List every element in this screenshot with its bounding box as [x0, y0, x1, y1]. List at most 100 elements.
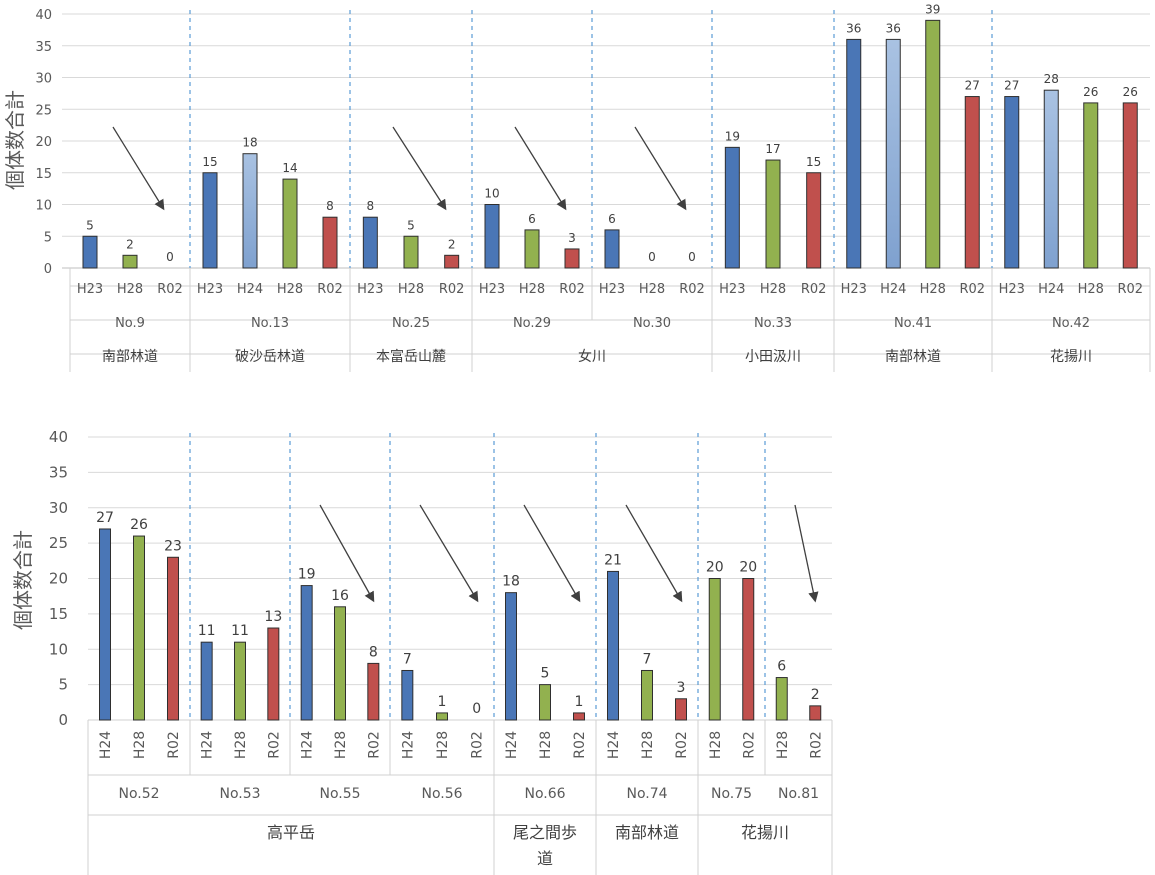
trend-arrow: [419, 504, 479, 603]
data-label: 23: [164, 538, 182, 554]
data-label: 36: [886, 21, 901, 35]
bar: [607, 570, 619, 721]
data-label: 2: [811, 687, 820, 703]
area-label: 南部林道: [615, 823, 679, 842]
x-category-label: H24: [400, 731, 416, 759]
data-label: 18: [242, 136, 257, 150]
x-category-label: R02: [559, 282, 585, 297]
y-tick-label: 20: [49, 570, 68, 588]
y-tick-label: 40: [35, 8, 52, 23]
x-category-label: H23: [77, 282, 103, 297]
bar: [742, 578, 755, 721]
x-category-label: R02: [674, 731, 690, 759]
bar: [300, 585, 313, 721]
site-label: No.56: [421, 786, 462, 802]
bar: [925, 19, 941, 269]
bar: [133, 535, 145, 721]
area-label: 小田汲川: [745, 349, 801, 365]
bar: [484, 204, 500, 269]
x-category-label: H23: [357, 282, 383, 297]
data-label: 13: [264, 609, 282, 625]
data-label: 36: [846, 21, 861, 35]
area-label: 女川: [578, 348, 606, 365]
x-category-label: R02: [801, 282, 827, 297]
x-category-label: H28: [760, 282, 786, 297]
y-tick-label: 30: [35, 72, 52, 87]
data-label: 6: [608, 212, 616, 226]
data-label: 1: [438, 694, 447, 710]
data-label: 39: [925, 2, 940, 16]
bar: [202, 172, 218, 269]
bar: [524, 229, 540, 269]
trend-arrow: [625, 504, 683, 603]
data-label: 2: [126, 237, 134, 251]
bar: [267, 627, 280, 721]
x-category-label: H24: [606, 731, 622, 759]
y-tick-label: 0: [44, 262, 52, 277]
trend-arrow: [392, 126, 447, 211]
y-tick-label: 35: [49, 463, 68, 481]
x-category-label: H24: [1038, 282, 1064, 297]
bar: [964, 96, 980, 269]
bar: [401, 669, 414, 721]
data-label: 20: [739, 560, 757, 576]
x-category-label: R02: [679, 282, 705, 297]
bar: [604, 229, 620, 269]
x-category-label: H23: [841, 282, 867, 297]
bar: [1083, 102, 1099, 269]
data-label: 5: [541, 666, 550, 682]
bar: [167, 556, 179, 721]
bar: [724, 146, 740, 269]
trend-arrow: [523, 504, 581, 603]
x-category-label: H28: [277, 282, 303, 297]
x-category-label: R02: [157, 282, 183, 297]
x-category-label: H24: [200, 731, 216, 759]
data-label: 3: [677, 680, 686, 696]
bar: [200, 641, 213, 721]
y-tick-label: 5: [44, 230, 52, 245]
bar: [641, 669, 653, 721]
trend-arrow: [794, 504, 819, 603]
x-category-label: H28: [435, 731, 451, 759]
trend-arrow: [319, 504, 375, 603]
bar: [775, 677, 788, 721]
x-category-label: R02: [266, 731, 282, 759]
bar: [242, 153, 258, 269]
data-label: 2: [448, 237, 456, 251]
area-label: 高平岳: [267, 823, 315, 842]
area-label: 南部林道: [885, 349, 941, 365]
y-tick-label: 30: [49, 499, 68, 517]
data-label: 14: [282, 161, 297, 175]
x-category-label: R02: [317, 282, 343, 297]
data-label: 6: [528, 212, 536, 226]
bar: [334, 606, 346, 721]
site-label: No.25: [392, 316, 430, 331]
site-label: No.33: [754, 316, 792, 331]
bar: [806, 172, 822, 269]
y-tick-label: 15: [35, 167, 52, 182]
data-label: 27: [96, 510, 114, 526]
area-label: 尾之間歩: [513, 823, 577, 842]
site-label: No.74: [626, 786, 667, 802]
bar: [403, 235, 419, 269]
x-category-label: H23: [719, 282, 745, 297]
x-category-label: R02: [366, 731, 382, 759]
bar: [846, 38, 862, 269]
x-category-label: H28: [708, 731, 724, 759]
data-label: 27: [1004, 79, 1019, 93]
data-label: 28: [1044, 72, 1059, 86]
bar: [99, 528, 111, 721]
data-label: 0: [688, 250, 696, 264]
data-label: 19: [298, 567, 316, 583]
y-tick-label: 20: [35, 135, 52, 150]
x-category-label: H28: [233, 731, 249, 759]
data-label: 16: [331, 588, 349, 604]
data-label: 7: [643, 651, 652, 667]
area-label: 破沙岳林道: [235, 349, 305, 365]
site-label: No.81: [778, 786, 819, 802]
x-category-label: H28: [920, 282, 946, 297]
x-category-label: H28: [132, 731, 148, 759]
data-label: 21: [604, 552, 622, 568]
site-label: No.29: [513, 316, 551, 331]
x-category-label: R02: [470, 731, 486, 759]
